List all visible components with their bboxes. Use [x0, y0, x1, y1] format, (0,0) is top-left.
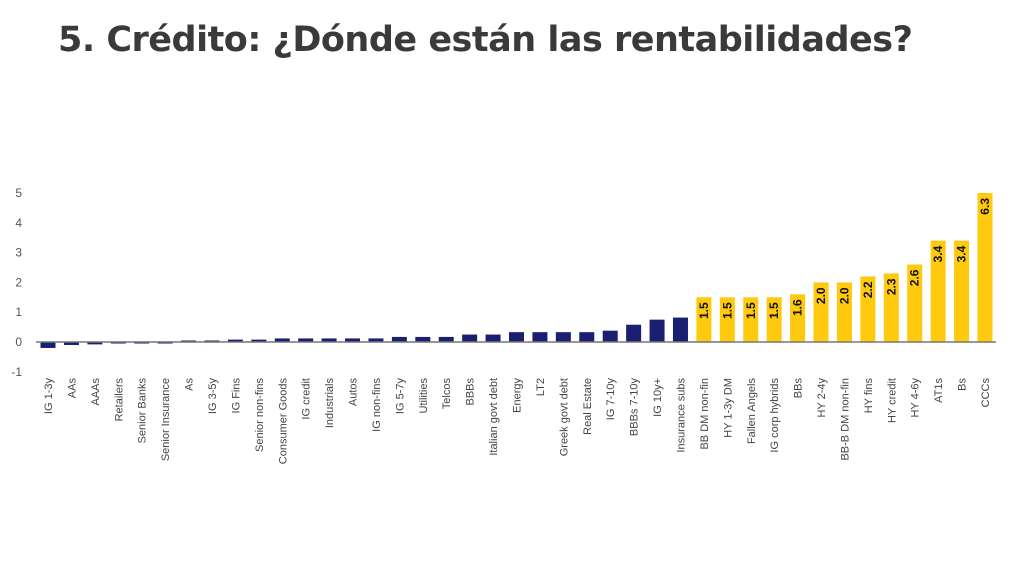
x-tick-label: Greek govt debt [558, 378, 570, 456]
bar [696, 297, 712, 342]
bar [813, 282, 829, 342]
bar [954, 240, 970, 342]
x-tick-label: Italian govt debt [488, 378, 500, 456]
bar [649, 319, 665, 342]
bar [626, 324, 642, 342]
x-tick-label: CCCs [980, 378, 992, 408]
page-title: 5. Crédito: ¿Dónde están las rentabilida… [58, 20, 913, 60]
bar [719, 297, 735, 342]
bar [87, 342, 103, 345]
data-label: 3.4 [955, 245, 969, 262]
x-tick-label: HY credit [886, 378, 898, 423]
bar [555, 332, 571, 342]
y-tick-label: 2 [15, 275, 22, 289]
bar [63, 342, 79, 345]
x-tick-label: Senior non-fins [254, 378, 266, 452]
data-label: 3.4 [931, 245, 945, 262]
x-tick-label: As [184, 378, 196, 391]
x-tick-label: Real Estate [582, 378, 594, 435]
data-label: 2.0 [837, 287, 851, 304]
bar [274, 338, 290, 342]
x-tick-label: Telcos [441, 378, 453, 410]
bar [883, 273, 899, 342]
x-tick-label: Senior Banks [137, 378, 149, 444]
bar [672, 317, 688, 342]
x-tick-label: IG 1-3y [43, 378, 55, 415]
bar [907, 264, 923, 342]
x-tick-label: Insurance subs [675, 378, 687, 453]
x-tick-label: AT1s [933, 378, 945, 403]
x-tick-label: BBs [793, 378, 805, 399]
data-label: 2.2 [861, 281, 875, 298]
x-tick-label: IG 5-7y [394, 378, 406, 415]
data-label: 6.3 [978, 198, 992, 215]
data-label: 2.6 [908, 269, 922, 286]
y-tick-label: 5 [15, 186, 22, 200]
x-tick-label: Bs [957, 378, 969, 391]
x-tick-label: HY 1-3y DM [722, 378, 734, 438]
bar [251, 339, 267, 342]
bar [40, 342, 56, 348]
bar [227, 339, 243, 342]
x-tick-label: Consumer Goods [277, 378, 289, 465]
bar [462, 334, 478, 342]
x-tick-label: IG 10y+ [652, 378, 664, 417]
bar [579, 332, 595, 342]
bar [415, 336, 431, 342]
x-tick-label: IG non-fins [371, 378, 383, 432]
x-tick-label: AAs [66, 378, 78, 399]
data-label: 1.5 [697, 302, 711, 319]
bar [532, 332, 548, 342]
x-tick-label: Fallen Angels [746, 378, 758, 445]
bar [766, 297, 782, 342]
data-label: 1.6 [791, 299, 805, 316]
x-tick-label: Retailers [113, 378, 125, 422]
x-tick-label: Senior Insurance [160, 378, 172, 461]
bar [977, 193, 993, 342]
x-tick-label: BB DM non-fin [699, 378, 711, 450]
x-tick-label: Energy [512, 378, 524, 413]
x-tick-label: HY fins [863, 378, 875, 414]
bar [860, 276, 876, 342]
y-tick-label: 1 [15, 305, 22, 319]
x-tick-label: BBBs 7-10y [629, 378, 641, 437]
y-tick-label: -1 [11, 365, 22, 379]
x-tick-label: IG 3-5y [207, 378, 219, 415]
x-tick-label: Industrials [324, 378, 336, 429]
bar [391, 336, 407, 342]
x-tick-label: BBBs [465, 378, 477, 406]
data-label: 1.5 [744, 302, 758, 319]
bar [485, 334, 501, 342]
x-tick-label: AAAs [90, 378, 102, 406]
x-tick-label: IG corp hybrids [769, 378, 781, 453]
data-label: 1.5 [767, 302, 781, 319]
bar [930, 240, 946, 342]
bar [790, 294, 806, 342]
y-tick-label: 4 [15, 216, 22, 230]
bar [345, 338, 361, 342]
x-tick-label: LT2 [535, 378, 547, 396]
x-tick-label: Utilities [418, 378, 430, 414]
bar [836, 282, 852, 342]
x-tick-label: HY 2-4y [816, 378, 828, 418]
bar [298, 338, 314, 342]
x-tick-label: IG Fins [230, 378, 242, 414]
bar [743, 297, 759, 342]
bar [602, 330, 618, 342]
bar [509, 332, 524, 342]
data-label: 2.0 [814, 287, 828, 304]
bar [368, 338, 384, 342]
x-tick-label: HY 4-6y [910, 378, 922, 418]
bar [438, 336, 454, 342]
bar [321, 338, 337, 342]
data-label: 2.3 [884, 278, 898, 295]
x-tick-label: BB-B DM non-fin [839, 378, 851, 461]
x-tick-label: IG credit [301, 378, 313, 420]
x-tick-label: Autos [348, 378, 360, 407]
y-tick-label: 3 [15, 246, 22, 260]
data-label: 1.5 [720, 302, 734, 319]
y-tick-label: 0 [15, 335, 22, 349]
x-tick-label: IG 7-10y [605, 378, 617, 421]
